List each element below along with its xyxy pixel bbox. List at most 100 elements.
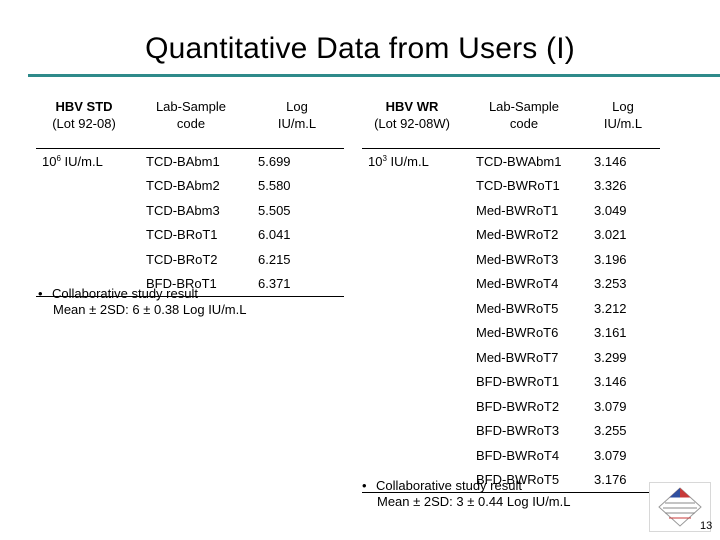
log-value: 6.215 — [258, 251, 291, 267]
concentration-unit: IU/m.L — [60, 153, 103, 169]
lab-sample-code: TCD-BRoT1 — [146, 227, 218, 243]
log-value: 3.253 — [594, 276, 627, 292]
concentration-cell — [36, 174, 132, 199]
concentration-cell — [36, 247, 132, 272]
log-value: 5.580 — [258, 178, 291, 194]
lab-sample-code: BFD-BWRoT2 — [476, 398, 560, 414]
log-value: 3.326 — [594, 178, 627, 194]
lab-sample-code: Med-BWRoT7 — [476, 349, 559, 365]
concentration-cell — [362, 223, 462, 248]
log-value: 3.021 — [594, 227, 627, 243]
organization-logo-icon — [649, 482, 711, 532]
title-divider — [28, 74, 720, 77]
hbv-wr-table: HBV WR (Lot 92-08W) Lab-Sample code Log … — [362, 92, 660, 493]
log-value: 3.196 — [594, 251, 627, 267]
lab-sample-code: TCD-BAbm2 — [146, 178, 220, 194]
concentration-unit: IU/m.L — [386, 153, 429, 169]
log-value: 3.049 — [594, 202, 627, 218]
concentration-cell — [362, 467, 462, 493]
log-value: 3.299 — [594, 349, 627, 365]
table-row: BFD-BWRoT3 3.255 — [362, 419, 660, 444]
lab-sample-code: TCD-BRoT2 — [146, 251, 218, 267]
table-row: BFD-BWRoT2 3.079 — [362, 394, 660, 419]
lab-sample-code: BFD-BWRoT1 — [476, 374, 560, 390]
lab-sample-code: Med-BWRoT3 — [476, 251, 559, 267]
collaborative-result-note-std: • Collaborative study result Mean ± 2SD: … — [38, 286, 247, 317]
lab-sample-code: TCD-BWRoT1 — [476, 178, 560, 194]
log-value: 3.146 — [594, 153, 627, 169]
log-value: 3.176 — [586, 467, 660, 493]
concentration-base: 10 — [42, 153, 57, 169]
log-value: 3.212 — [594, 300, 627, 316]
concentration-exponent: 3 — [382, 153, 387, 163]
table-row: Med-BWRoT5 3.212 — [362, 296, 660, 321]
concentration-cell — [36, 198, 132, 223]
concentration-cell — [362, 419, 462, 444]
table-row: Med-BWRoT2 3.021 — [362, 223, 660, 248]
header-log-iu: Log IU/m.L — [586, 92, 660, 149]
table-row: TCD-BAbm3 5.505 — [36, 198, 344, 223]
log-value: 3.161 — [594, 325, 627, 341]
lab-sample-code: TCD-BAbm1 — [146, 153, 220, 169]
table-row: 106 IU/m.L TCD-BAbm1 5.699 — [36, 149, 344, 174]
concentration-base: 10 — [368, 153, 383, 169]
lab-sample-code: TCD-BAbm3 — [146, 202, 220, 218]
table-row: Med-BWRoT7 3.299 — [362, 345, 660, 370]
concentration-cell — [362, 198, 462, 223]
table-row: BFD-BWRoT4 3.079 — [362, 443, 660, 468]
concentration-cell — [36, 271, 132, 297]
concentration-cell — [362, 296, 462, 321]
table-row: Med-BWRoT1 3.049 — [362, 198, 660, 223]
log-value: 6.371 — [250, 271, 344, 297]
table-row: TCD-BAbm2 5.580 — [36, 174, 344, 199]
table-row: Med-BWRoT4 3.253 — [362, 272, 660, 297]
table-row: 103 IU/m.L TCD-BWAbm1 3.146 — [362, 149, 660, 174]
concentration-exponent: 6 — [56, 153, 61, 163]
log-value: 5.699 — [258, 153, 291, 169]
page-title: Quantitative Data from Users (I) — [145, 32, 575, 65]
table-row: TCD-BRoT1 6.041 — [36, 223, 344, 248]
lab-sample-code: BFD-BWRoT4 — [476, 447, 560, 463]
concentration-cell — [362, 174, 462, 199]
log-value: 3.079 — [594, 447, 627, 463]
concentration-cell — [362, 345, 462, 370]
table-row: BFD-BWRoT5 3.176 — [362, 467, 660, 493]
log-value: 3.255 — [594, 423, 627, 439]
hbv-std-table: HBV STD (Lot 92-08) Lab-Sample code Log … — [36, 92, 344, 297]
lab-sample-code: BFD-BWRoT3 — [476, 423, 560, 439]
header-material: HBV WR (Lot 92-08W) — [362, 92, 462, 149]
log-value: 6.041 — [258, 227, 291, 243]
header-lab-sample-code: Lab-Sample code — [132, 92, 250, 149]
table-row: TCD-BWRoT1 3.326 — [362, 174, 660, 199]
collaborative-result-note-wr: • Collaborative study result Mean ± 2SD: … — [362, 478, 571, 509]
page-number: 13 — [700, 520, 713, 532]
concentration-cell — [362, 272, 462, 297]
concentration-cell — [362, 443, 462, 468]
concentration-cell — [362, 321, 462, 346]
lab-sample-code: Med-BWRoT4 — [476, 276, 559, 292]
table-row: BFD-BWRoT1 3.146 — [362, 370, 660, 395]
log-value: 3.146 — [594, 374, 627, 390]
table-row: Med-BWRoT3 3.196 — [362, 247, 660, 272]
concentration-cell — [362, 394, 462, 419]
lab-sample-code: BFD-BWRoT5 — [462, 467, 586, 493]
concentration-cell — [362, 247, 462, 272]
log-value: 5.505 — [258, 202, 291, 218]
concentration-cell — [36, 223, 132, 248]
lab-sample-code: BFD-BRoT1 — [132, 271, 250, 297]
concentration-cell — [362, 370, 462, 395]
lab-sample-code: Med-BWRoT6 — [476, 325, 559, 341]
table-row: TCD-BRoT2 6.215 — [36, 247, 344, 272]
lab-sample-code: Med-BWRoT5 — [476, 300, 559, 316]
header-material: HBV STD (Lot 92-08) — [36, 92, 132, 149]
table-row: BFD-BRoT1 6.371 — [36, 271, 344, 297]
log-value: 3.079 — [594, 398, 627, 414]
table-row: Med-BWRoT6 3.161 — [362, 321, 660, 346]
lab-sample-code: Med-BWRoT2 — [476, 227, 559, 243]
concentration-cell: 103 IU/m.L — [362, 149, 462, 174]
header-log-iu: Log IU/m.L — [250, 92, 344, 149]
lab-sample-code: TCD-BWAbm1 — [476, 153, 562, 169]
concentration-cell: 106 IU/m.L — [36, 149, 132, 174]
lab-sample-code: Med-BWRoT1 — [476, 202, 559, 218]
header-lab-sample-code: Lab-Sample code — [462, 92, 586, 149]
